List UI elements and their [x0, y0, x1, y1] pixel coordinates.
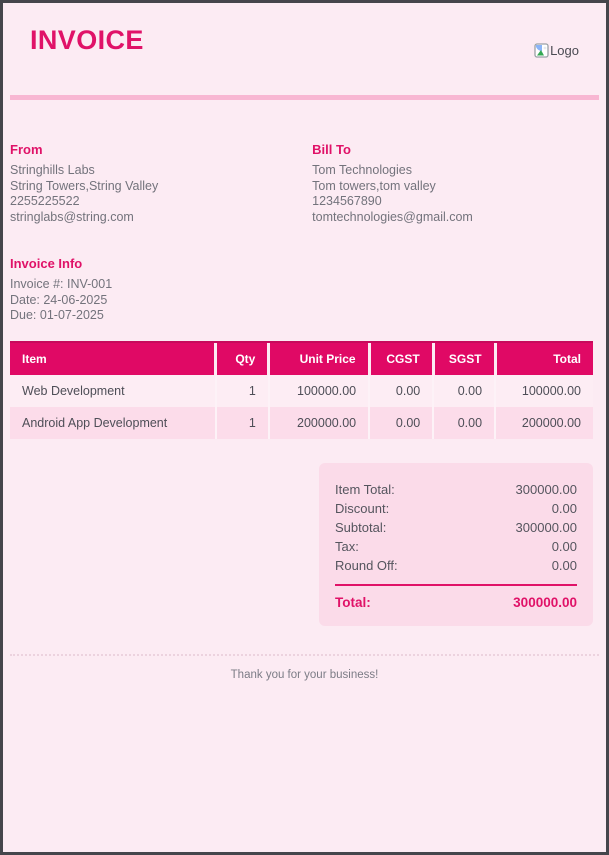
from-heading: From	[10, 142, 43, 157]
from-address: String Towers,String Valley	[10, 178, 159, 193]
totals-box: Item Total: 300000.00 Discount: 0.00 Sub…	[319, 462, 593, 626]
invoice-due-date: Due: 01-07-2025	[10, 308, 104, 322]
totals-label: Item Total:	[335, 481, 395, 497]
totals-value: 0.00	[551, 557, 577, 573]
totals-value: 300000.00	[515, 481, 577, 497]
bill-to-phone: 1234567890	[312, 194, 382, 208]
bill-to-name: Tom Technologies	[312, 163, 412, 177]
logo-alt-text: Logo	[550, 43, 579, 58]
table-header-row: Item Qty Unit Price CGST SGST Total	[10, 342, 593, 375]
totals-label: Discount:	[335, 500, 390, 516]
items-table: Item Qty Unit Price CGST SGST Total Web …	[10, 342, 593, 439]
parties-section: From Stringhills Labs String Towers,Stri…	[10, 142, 599, 225]
from-email: stringlabs@string.com	[10, 209, 134, 224]
cell-unit-price: 200000.00	[267, 406, 370, 439]
cell-sgst: 0.00	[432, 406, 496, 439]
grand-total-label: Total:	[335, 594, 371, 610]
cell-item: Web Development	[10, 374, 216, 407]
footer-note: Thank you for your business!	[230, 668, 379, 681]
footer-dotted-separator	[10, 653, 599, 656]
cell-cgst: 0.00	[368, 374, 434, 407]
column-header-sgst: SGST	[431, 342, 496, 375]
items-table-wrap: Item Qty Unit Price CGST SGST Total Web …	[10, 340, 593, 439]
totals-row-tax: Tax: 0.00	[335, 537, 577, 556]
column-header-item: Item	[10, 342, 216, 375]
totals-divider-rule	[335, 583, 577, 586]
totals-value: 300000.00	[515, 519, 577, 535]
bill-to-address: Tom towers,tom valley	[312, 178, 436, 193]
cell-unit-price: 100000.00	[267, 374, 370, 407]
page-title: INVOICE	[30, 25, 144, 55]
table-row: Android App Development 1 200000.00 0.00…	[10, 406, 593, 439]
cell-qty: 1	[214, 406, 269, 439]
cell-total: 100000.00	[494, 374, 593, 407]
cell-item: Android App Development	[10, 406, 216, 439]
invoice-header: INVOICE Logo	[3, 25, 606, 58]
totals-label: Tax:	[335, 538, 359, 554]
cell-total: 200000.00	[494, 406, 593, 439]
column-header-total: Total	[493, 342, 593, 375]
invoice-info-heading: Invoice Info	[10, 256, 83, 271]
totals-value: 0.00	[551, 538, 577, 554]
table-row: Web Development 1 100000.00 0.00 0.00 10…	[10, 374, 593, 407]
logo: Logo	[534, 43, 579, 58]
bill-to-block: Bill To Tom Technologies Tom towers,tom …	[312, 142, 599, 225]
from-block: From Stringhills Labs String Towers,Stri…	[10, 142, 312, 225]
invoice-info-block: Invoice Info Invoice #: INV-001 Date: 24…	[10, 256, 599, 324]
bill-to-heading: Bill To	[312, 142, 351, 157]
column-header-qty: Qty	[214, 342, 269, 375]
totals-label: Round Off:	[335, 557, 398, 573]
invoice-date: Date: 24-06-2025	[10, 292, 108, 307]
totals-row-discount: Discount: 0.00	[335, 499, 577, 518]
invoice-number: Invoice #: INV-001	[10, 277, 113, 291]
cell-qty: 1	[214, 374, 269, 407]
cell-cgst: 0.00	[368, 406, 434, 439]
bill-to-email: tomtechnologies@gmail.com	[312, 209, 473, 224]
grand-total-value: 300000.00	[513, 594, 577, 610]
totals-row-subtotal: Subtotal: 300000.00	[335, 518, 577, 537]
from-name: Stringhills Labs	[10, 163, 95, 177]
column-header-cgst: CGST	[367, 342, 434, 375]
column-header-unit-price: Unit Price	[267, 342, 370, 375]
broken-image-icon	[534, 43, 549, 58]
grand-total-row: Total: 300000.00	[335, 593, 577, 612]
totals-label: Subtotal:	[335, 519, 387, 535]
totals-value: 0.00	[551, 500, 577, 516]
totals-row-item-total: Item Total: 300000.00	[335, 480, 577, 499]
header-divider-bar	[10, 95, 599, 100]
cell-sgst: 0.00	[432, 374, 496, 407]
totals-row-round-off: Round Off: 0.00	[335, 556, 577, 575]
from-phone: 2255225522	[10, 194, 80, 208]
